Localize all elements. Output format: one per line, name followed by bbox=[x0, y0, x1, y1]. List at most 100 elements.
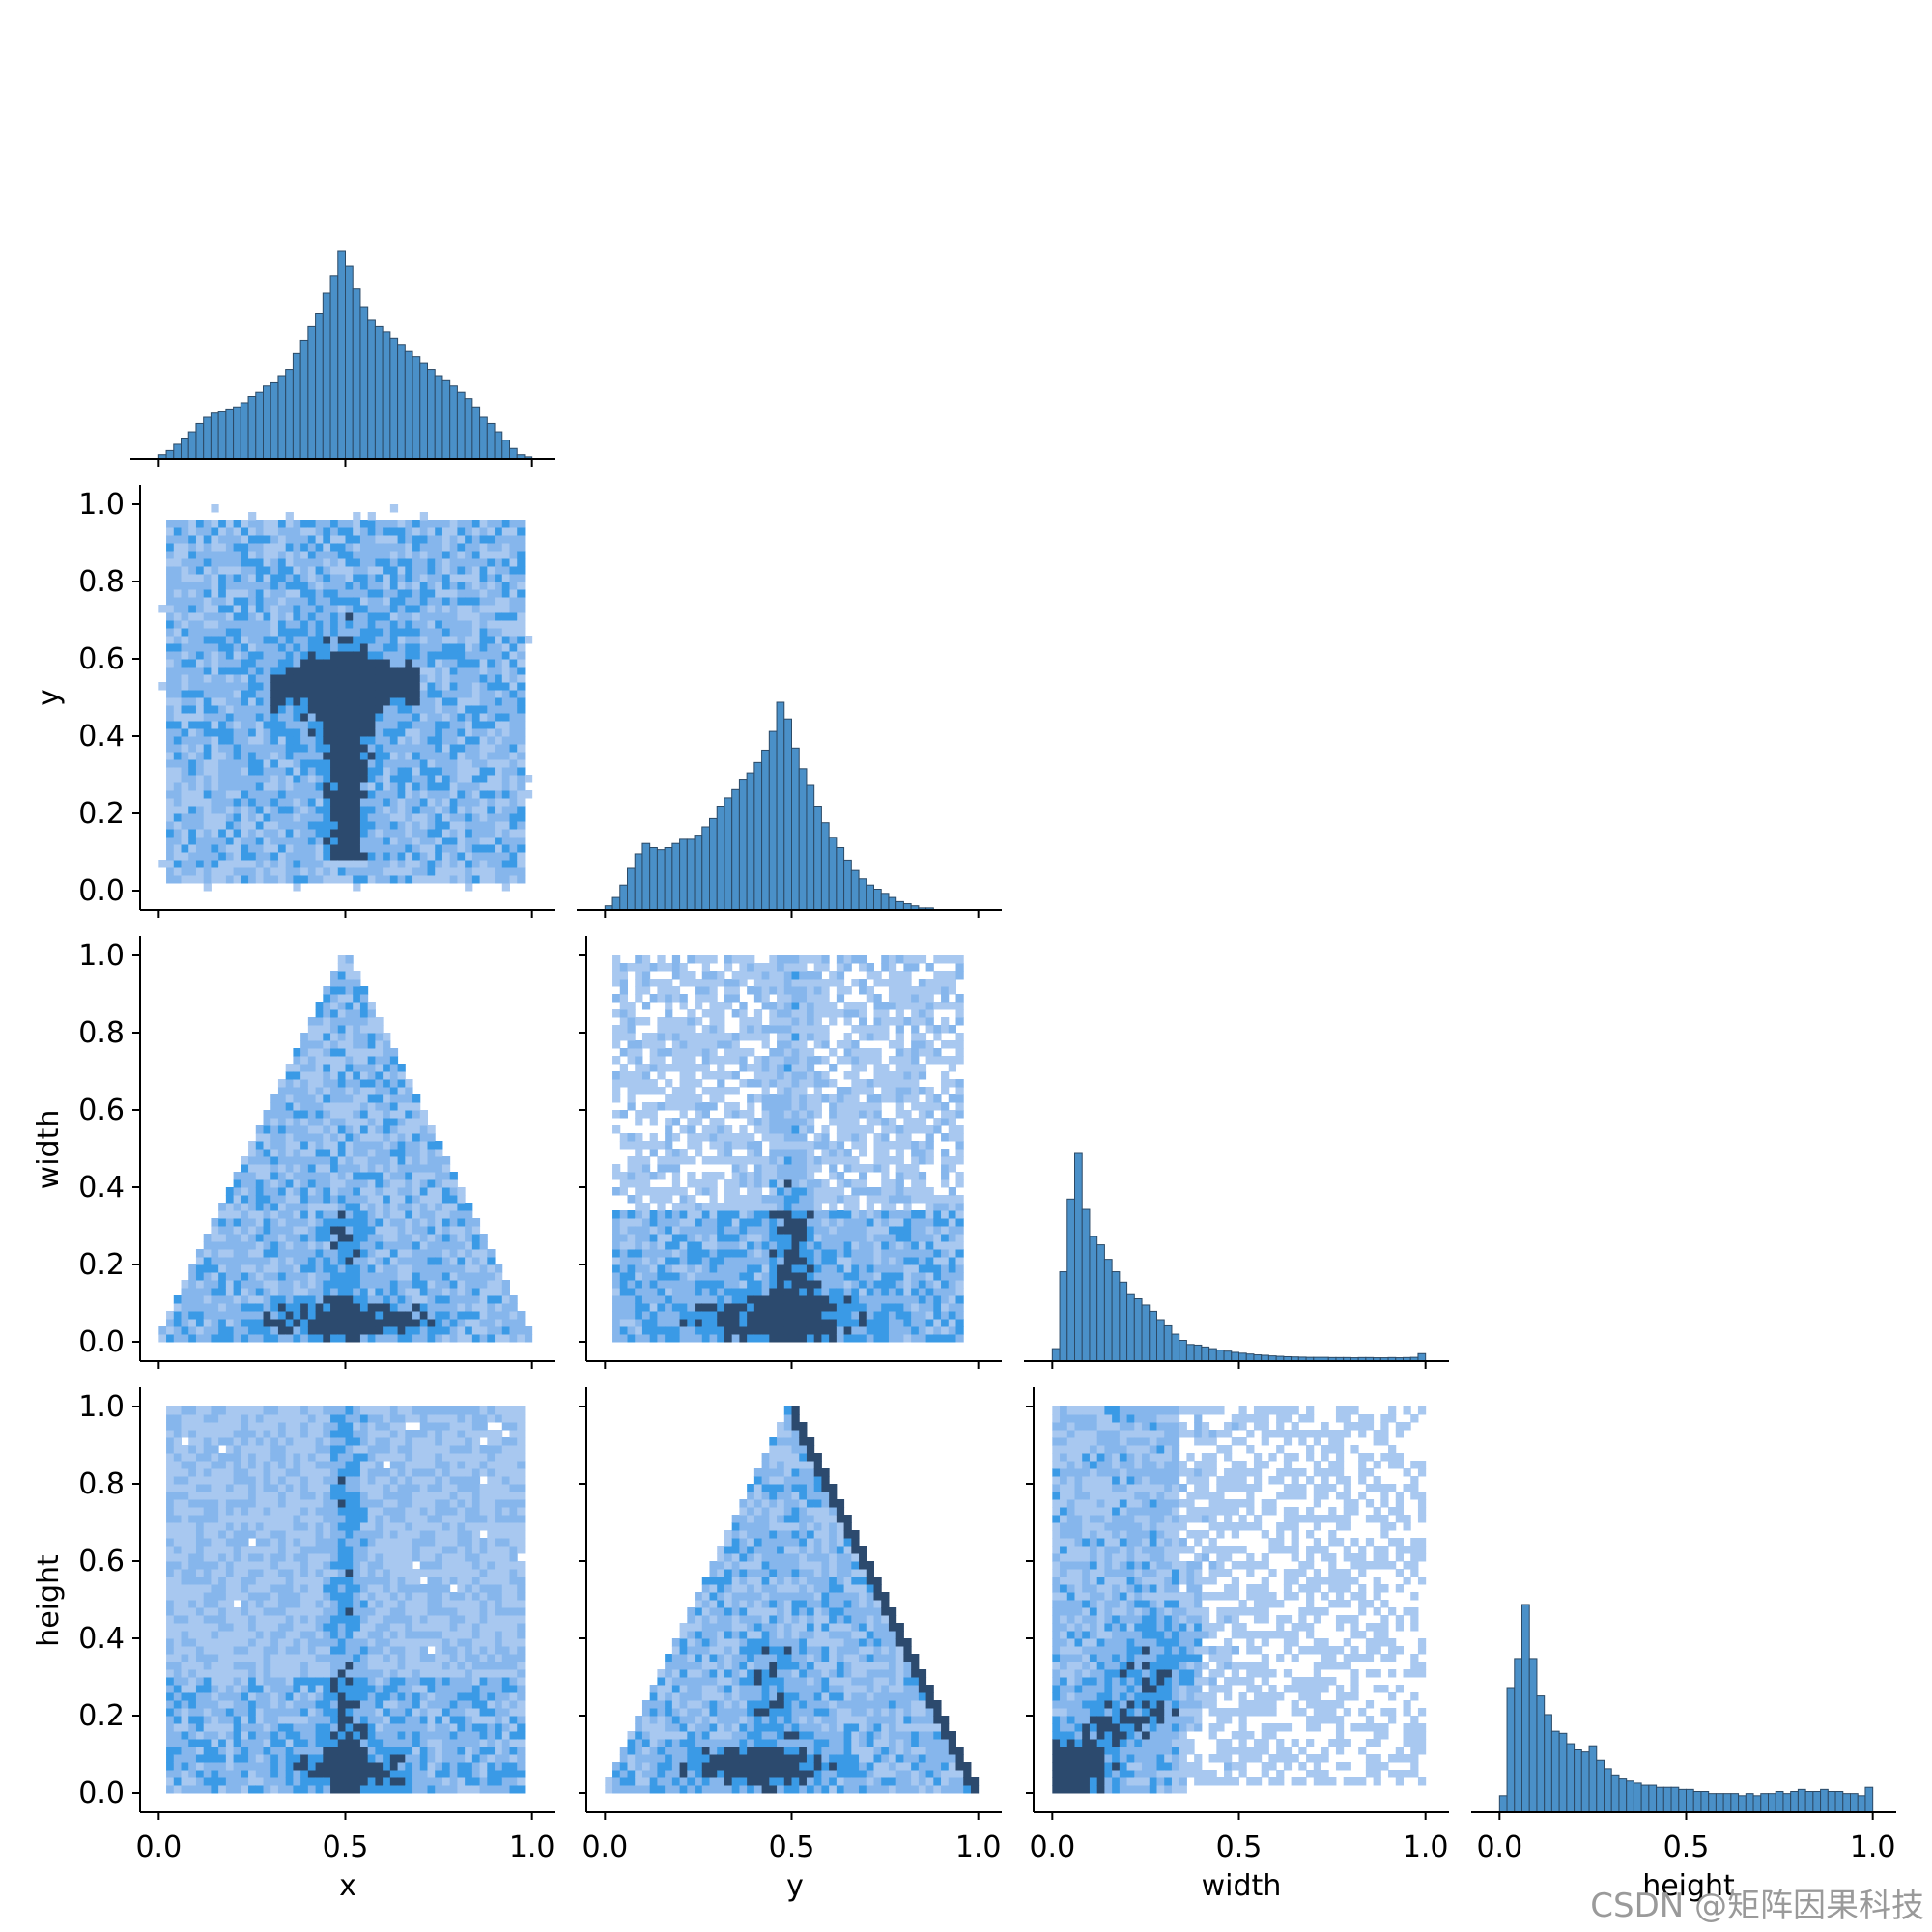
heat-cell bbox=[449, 767, 458, 776]
heat-cell bbox=[412, 697, 421, 706]
heat-cell bbox=[181, 667, 189, 675]
heat-cell bbox=[783, 1133, 792, 1142]
heat-cell bbox=[471, 1226, 481, 1235]
heat-cell bbox=[225, 535, 235, 544]
heat-cell bbox=[397, 582, 406, 590]
heat-cell bbox=[353, 1249, 361, 1258]
heat-cell bbox=[465, 543, 473, 552]
heat-cell bbox=[307, 1241, 317, 1250]
heat-cell bbox=[806, 1264, 815, 1273]
heat-cell bbox=[315, 1094, 324, 1103]
heat-cell bbox=[627, 1234, 636, 1242]
heat-cell bbox=[405, 605, 413, 613]
heat-cell bbox=[383, 667, 391, 675]
heat-cell bbox=[465, 875, 473, 884]
heat-cell bbox=[791, 1195, 800, 1204]
heat-cell bbox=[449, 875, 458, 884]
heat-cell bbox=[612, 1187, 621, 1196]
heat-cell bbox=[427, 821, 436, 830]
heat-cell bbox=[241, 1156, 249, 1165]
heat-cell bbox=[619, 1226, 628, 1235]
heat-cell bbox=[218, 643, 227, 652]
heat-cell bbox=[307, 1257, 317, 1265]
heat-cell bbox=[248, 1156, 257, 1165]
heat-cell bbox=[211, 728, 219, 737]
heat-cell bbox=[649, 963, 658, 972]
heat-cell bbox=[337, 1017, 346, 1026]
heat-cell bbox=[612, 1079, 621, 1088]
heat-cell bbox=[509, 1334, 518, 1343]
heat-cell bbox=[345, 798, 354, 807]
heat-cell bbox=[427, 1295, 436, 1304]
heat-cell bbox=[457, 1234, 466, 1242]
heat-cell bbox=[649, 1303, 658, 1312]
heat-cell bbox=[375, 867, 384, 876]
heat-cell bbox=[806, 1295, 815, 1304]
heat-cell bbox=[359, 1288, 369, 1296]
heat-cell bbox=[337, 994, 346, 1003]
heat-cell bbox=[323, 1288, 331, 1296]
heat-cell bbox=[487, 690, 496, 698]
heat-cell bbox=[487, 1257, 496, 1265]
heat-cell bbox=[195, 643, 205, 652]
heat-cell bbox=[724, 963, 733, 972]
heat-cell bbox=[300, 1033, 309, 1041]
heat-cell bbox=[619, 1288, 628, 1296]
heat-cell bbox=[435, 1149, 443, 1157]
heat-cell bbox=[509, 620, 518, 629]
heat-cell bbox=[367, 1241, 376, 1250]
heat-cell bbox=[307, 574, 317, 582]
heat-cell bbox=[777, 1017, 785, 1026]
heat-cell bbox=[641, 1257, 651, 1265]
heat-cell bbox=[375, 520, 384, 528]
heat-cell bbox=[315, 767, 324, 776]
heat-cell bbox=[255, 1257, 264, 1265]
heat-cell bbox=[277, 728, 287, 737]
heat-cell bbox=[330, 1326, 339, 1335]
heat-cell bbox=[427, 1125, 436, 1134]
heat-cell bbox=[255, 1295, 264, 1304]
heat-cell bbox=[479, 829, 488, 838]
heat-cell bbox=[285, 1264, 294, 1273]
hist-bar bbox=[1640, 1784, 1650, 1813]
heat-cell bbox=[799, 1203, 808, 1211]
heat-cell bbox=[211, 674, 219, 683]
heat-cell bbox=[619, 1079, 628, 1088]
heat-cell bbox=[330, 520, 339, 528]
heat-cell bbox=[315, 1319, 324, 1327]
heat-cell bbox=[405, 1118, 413, 1126]
heat-cell bbox=[709, 971, 718, 980]
heat-cell bbox=[367, 674, 376, 683]
heat-cell bbox=[218, 1226, 227, 1235]
heat-cell bbox=[821, 1319, 830, 1327]
hist-bar bbox=[165, 449, 175, 460]
heat-cell bbox=[649, 1210, 658, 1219]
heat-cell bbox=[353, 752, 361, 760]
heat-cell bbox=[783, 994, 792, 1003]
heat-cell bbox=[337, 1048, 346, 1057]
heat-cell bbox=[241, 736, 249, 745]
heat-cell bbox=[487, 574, 496, 582]
heat-cell bbox=[315, 844, 324, 853]
heat-cell bbox=[315, 759, 324, 768]
heat-cell bbox=[649, 1149, 658, 1157]
heat-cell bbox=[330, 1102, 339, 1111]
heat-cell bbox=[225, 1257, 235, 1265]
heat-cell bbox=[389, 620, 399, 629]
heat-cell bbox=[397, 1079, 406, 1088]
heat-cell bbox=[761, 1172, 770, 1180]
heat-cell bbox=[353, 806, 361, 814]
heat-cell bbox=[671, 1156, 681, 1165]
heat-cell bbox=[203, 643, 212, 652]
heat-cell bbox=[419, 651, 428, 660]
heat-cell bbox=[641, 955, 651, 964]
heat-cell bbox=[337, 543, 346, 552]
heat-cell bbox=[465, 837, 473, 845]
heat-cell bbox=[665, 1118, 673, 1126]
heat-cell bbox=[479, 875, 488, 884]
heat-cell bbox=[166, 837, 175, 845]
heat-cell bbox=[263, 867, 271, 876]
heat-cell bbox=[783, 1257, 792, 1265]
heat-cell bbox=[419, 612, 428, 621]
